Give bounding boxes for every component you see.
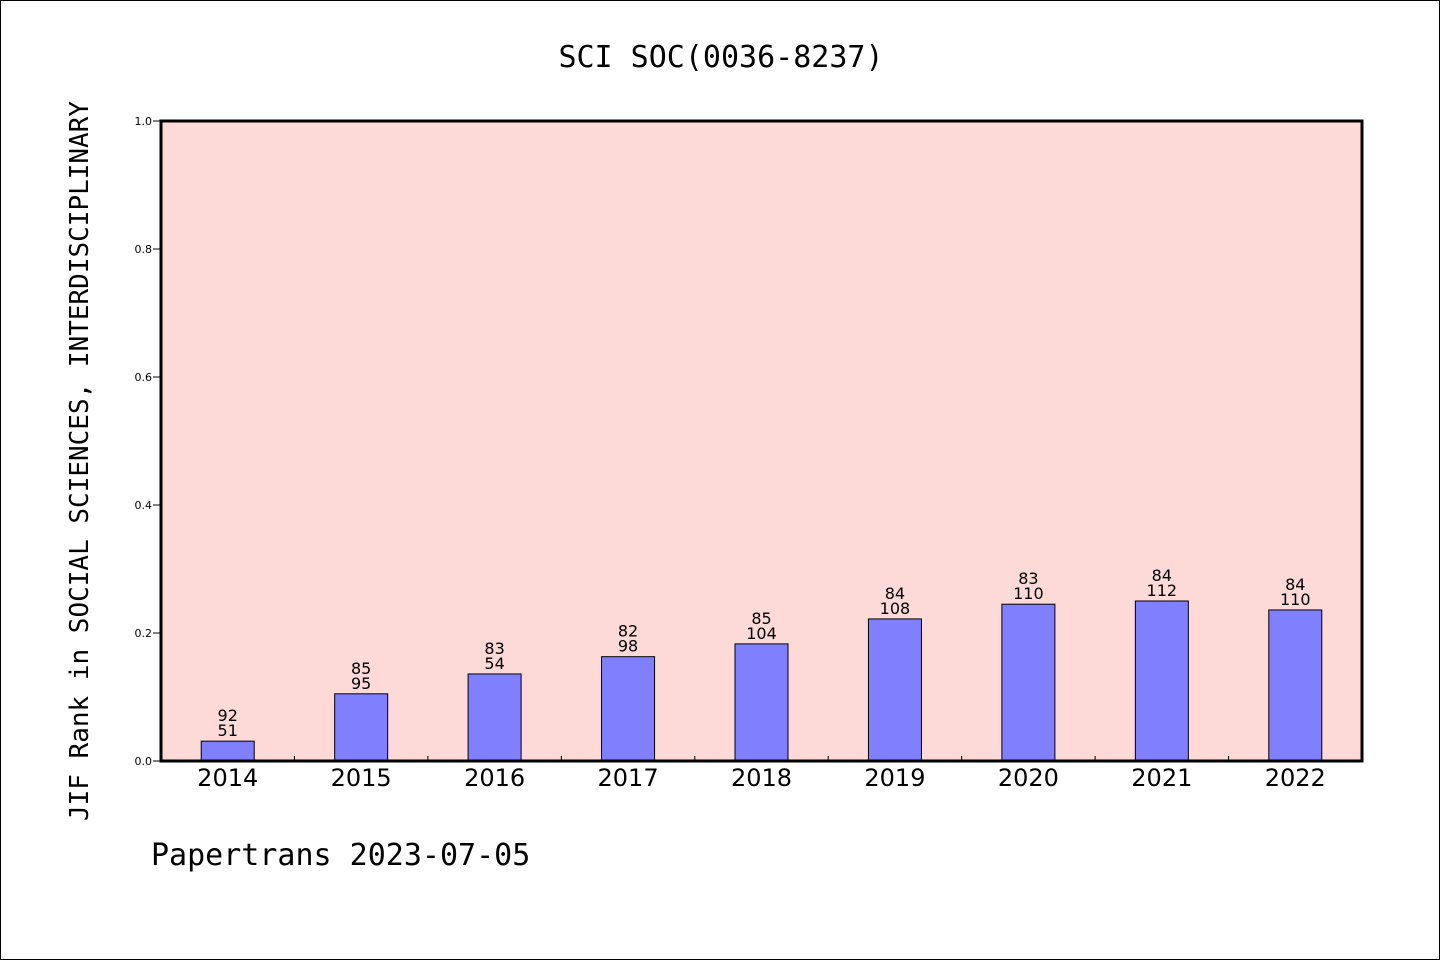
bar-total-label: 51 (218, 721, 238, 740)
y-tick-label: 0.0 (135, 755, 153, 768)
bar (200, 740, 255, 762)
x-tick-label: 2021 (1131, 764, 1192, 792)
bar-total-label: 110 (1013, 584, 1044, 603)
bar-rank-label: 83 (1018, 569, 1038, 588)
bar (1001, 603, 1056, 762)
bar-total-label: 95 (351, 674, 371, 693)
footer-text: Papertrans 2023-07-05 (151, 838, 530, 873)
bar-total-label: 108 (880, 599, 911, 618)
bar-rank-label: 85 (351, 659, 371, 678)
x-tick-label: 2016 (464, 764, 525, 792)
bar (734, 643, 789, 762)
y-tick-label: 0.6 (135, 371, 153, 384)
bar-rank-label: 84 (1152, 566, 1172, 585)
x-tick-label: 2019 (864, 764, 925, 792)
x-tick-label: 2014 (197, 764, 258, 792)
bar (867, 618, 922, 762)
bar-total-label: 110 (1280, 590, 1311, 609)
bar-total-label: 104 (746, 624, 777, 643)
bar (334, 693, 389, 762)
bar (601, 656, 656, 762)
chart-title: SCI SOC(0036-8237) (558, 40, 883, 75)
bar-total-label: 98 (618, 637, 638, 656)
x-axis: 2014 2015 2016 2017 2018 2019 2020 2021 2022 (197, 756, 1326, 792)
bar (467, 673, 522, 762)
bar-rank-label: 82 (618, 622, 638, 641)
bar-total-label: 112 (1147, 581, 1178, 600)
x-tick-label: 2022 (1265, 764, 1326, 792)
y-axis-label: JIF Rank in SOCIAL SCIENCES, INTERDISCIP… (65, 101, 95, 821)
bar (1134, 600, 1189, 762)
bar-rank-label: 85 (751, 609, 771, 628)
plot-border (159, 119, 1364, 763)
x-tick-label: 2020 (998, 764, 1059, 792)
x-tick-label: 2018 (731, 764, 792, 792)
x-tick-label: 2017 (598, 764, 659, 792)
y-tick-label: 0.2 (135, 627, 153, 640)
bars-group (200, 600, 1323, 762)
bar-rank-label: 83 (484, 639, 504, 658)
y-axis: 0.0 0.2 0.4 0.6 0.8 1.0 (135, 115, 161, 768)
x-tick-label: 2015 (331, 764, 392, 792)
bar-rank-label: 84 (885, 584, 905, 603)
y-tick-label: 1.0 (135, 115, 153, 128)
bar-rank-label: 84 (1285, 575, 1305, 594)
y-tick-label: 0.8 (135, 243, 153, 256)
bar (1268, 609, 1323, 762)
y-tick-label: 0.4 (135, 499, 153, 512)
bar-rank-label: 92 (218, 706, 238, 725)
bar-total-label: 54 (484, 654, 504, 673)
